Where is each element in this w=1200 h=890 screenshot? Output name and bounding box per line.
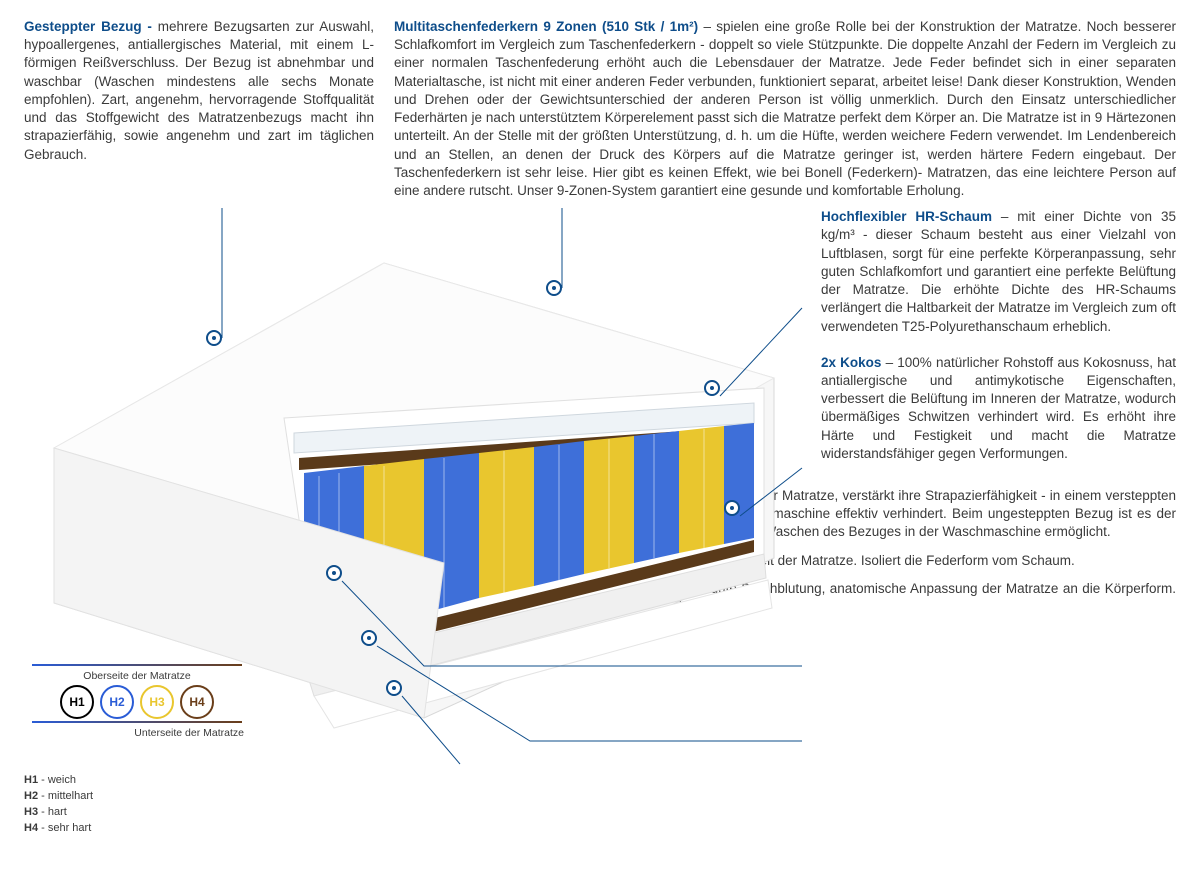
legend-circle-h2: H2 <box>100 685 134 719</box>
body-bezug: mehrere Bezugsarten zur Auswahl, hypoall… <box>24 19 374 162</box>
legend-line-bottom <box>32 721 242 723</box>
section-hr: Hochflexibler HR-Schaum – mit einer Dich… <box>821 208 1176 336</box>
legend-definitions: H1 - weichH2 - mittelhartH3 - hartH4 - s… <box>24 773 93 837</box>
body-hr: – mit einer Dichte von 35 kg/m³ - dieser… <box>821 209 1176 333</box>
legend-line-top <box>32 664 242 666</box>
legend-circle-h1: H1 <box>60 685 94 719</box>
legend-bottom-label: Unterseite der Matratze <box>22 726 252 740</box>
body-federkern: – spielen eine große Rolle bei der Konst… <box>394 19 1176 198</box>
legend-top-label: Oberseite der Matratze <box>22 669 252 683</box>
section-bezug: Gesteppter Bezug - mehrere Bezugsarten z… <box>24 18 374 200</box>
heading-kokos: 2x Kokos <box>821 355 881 370</box>
legend-circles: H1H2H3H4 <box>22 685 252 719</box>
heading-bezug: Gesteppter Bezug - <box>24 19 152 34</box>
legend-def-h1: H1 - weich <box>24 773 93 789</box>
legend-def-h3: H3 - hart <box>24 805 93 821</box>
legend-def-h2: H2 - mittelhart <box>24 789 93 805</box>
body-kokos: – 100% natürlicher Rohstoff aus Kokosnus… <box>821 355 1176 461</box>
diagram-area: Oberseite der Matratze H1H2H3H4 Untersei… <box>24 208 809 481</box>
legend-circle-h4: H4 <box>180 685 214 719</box>
legend-circle-h3: H3 <box>140 685 174 719</box>
heading-federkern: Multitaschenfederkern 9 Zonen (510 Stk /… <box>394 19 698 34</box>
legend-def-h4: H4 - sehr hart <box>24 821 93 837</box>
section-kokos: 2x Kokos – 100% natürlicher Rohstoff aus… <box>821 354 1176 463</box>
heading-hr: Hochflexibler HR-Schaum <box>821 209 992 224</box>
hardness-legend: Oberseite der Matratze H1H2H3H4 Untersei… <box>22 663 252 740</box>
section-federkern: Multitaschenfederkern 9 Zonen (510 Stk /… <box>394 18 1176 200</box>
